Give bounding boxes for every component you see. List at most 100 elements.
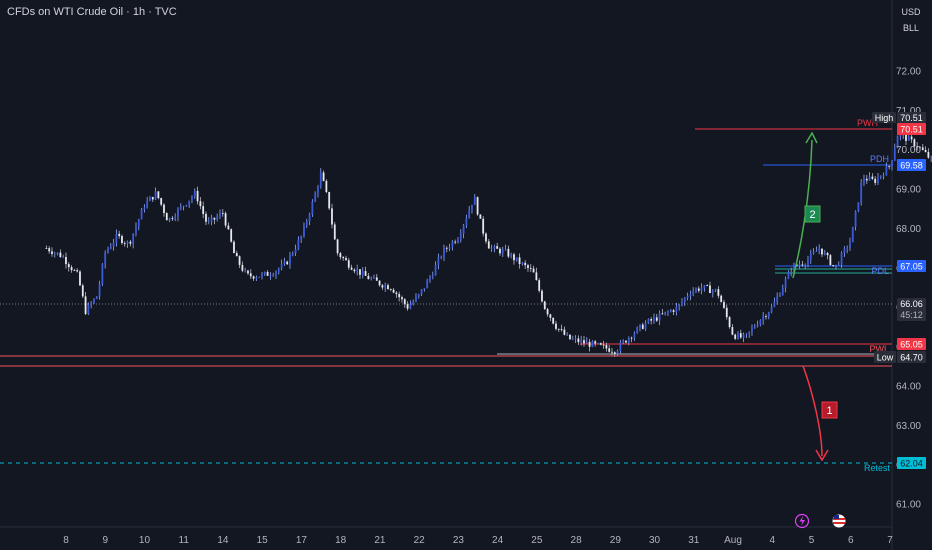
candle-body xyxy=(431,275,434,278)
candle-body xyxy=(608,348,611,352)
candle-body xyxy=(286,261,289,265)
candle-body xyxy=(392,289,395,293)
candle-body xyxy=(524,262,527,266)
dividends-event-icon[interactable] xyxy=(794,513,810,529)
time-tick-label: 31 xyxy=(688,535,700,546)
candle-body xyxy=(473,197,476,205)
candle-body xyxy=(269,275,272,277)
candle-body xyxy=(580,340,583,343)
candle-body xyxy=(490,248,493,249)
candle-body xyxy=(683,297,686,302)
flag-canton-icon xyxy=(834,515,839,519)
candle-body xyxy=(907,136,910,141)
candle-body xyxy=(709,285,711,294)
candle-body xyxy=(731,327,734,335)
candle-body xyxy=(829,255,832,265)
candle-body xyxy=(874,178,877,183)
candle-body xyxy=(689,294,692,296)
candle-body xyxy=(389,289,392,290)
candle-body xyxy=(916,146,919,148)
time-tick-label: Aug xyxy=(724,535,742,546)
candle-body xyxy=(706,285,709,286)
candle-body xyxy=(739,333,742,338)
time-tick-label: 5 xyxy=(809,535,815,546)
candle-body xyxy=(356,269,359,272)
candle-body xyxy=(543,301,546,310)
candle-body xyxy=(62,256,65,258)
candle-body xyxy=(518,257,521,265)
currency-button[interactable]: USD xyxy=(901,7,921,17)
candle-body xyxy=(213,217,216,220)
candle-body xyxy=(378,280,381,286)
candle-body xyxy=(193,190,196,197)
time-tick-label: 9 xyxy=(102,535,108,546)
candle-body xyxy=(412,301,415,305)
unit-button[interactable]: BLL xyxy=(902,23,919,33)
candle-body xyxy=(67,264,70,268)
time-tick-label: 18 xyxy=(335,535,347,546)
candle-body xyxy=(851,226,854,243)
time-tick-label: 30 xyxy=(649,535,661,546)
candle-body xyxy=(417,294,420,297)
candle-body xyxy=(513,254,515,261)
chart-title: CFDs on WTI Crude Oil · 1h · TVC xyxy=(7,6,177,18)
candle-body xyxy=(87,304,90,314)
candle-body xyxy=(93,298,95,303)
candle-body xyxy=(905,134,907,141)
candle-body xyxy=(613,352,616,354)
time-tick-label: 10 xyxy=(139,535,151,546)
candle-body xyxy=(622,340,625,343)
candle-body xyxy=(429,277,431,281)
candle-body xyxy=(555,323,557,329)
candle-body xyxy=(339,253,342,258)
scenario-2-arrowhead xyxy=(805,131,818,144)
pdh-price-tag xyxy=(897,159,926,171)
time-axis[interactable]: 8 9 10 11 14 15 17 18 21 22 23 24 25 28 29 30 31 Aug 4 5 6 7 xyxy=(63,535,893,546)
candle-body xyxy=(297,239,300,250)
candle-body xyxy=(667,311,669,313)
candle-body xyxy=(182,205,185,207)
price-tick-label: 69.00 xyxy=(896,185,921,196)
candle-body xyxy=(879,175,882,178)
time-tick-label: 6 xyxy=(848,535,854,546)
candle-body xyxy=(784,278,787,288)
pwl-price-tag xyxy=(897,338,926,350)
candle-body xyxy=(345,258,347,261)
candle-body xyxy=(387,285,389,290)
candle-body xyxy=(165,213,168,221)
time-tick-label: 4 xyxy=(770,535,776,546)
time-tick-label: 24 xyxy=(492,535,504,546)
scenario-1-badge xyxy=(821,401,838,419)
candle-body xyxy=(294,249,297,254)
candle-body xyxy=(336,239,339,254)
candle-body xyxy=(849,242,851,249)
candle-body xyxy=(434,264,437,276)
flag-stripe-icon-2 xyxy=(833,522,845,524)
high-price-tag xyxy=(897,112,926,123)
candle-body xyxy=(325,180,328,192)
candle-body xyxy=(787,272,790,279)
candle-body xyxy=(552,317,555,324)
candle-body xyxy=(179,206,182,209)
candle-body xyxy=(899,133,902,137)
candle-body xyxy=(367,275,370,280)
candle-body xyxy=(123,243,126,244)
candle-body xyxy=(401,297,403,300)
candle-body xyxy=(255,277,258,279)
candle-body xyxy=(804,264,807,266)
candle-body xyxy=(569,334,571,340)
candle-body xyxy=(695,288,697,292)
candle-body xyxy=(546,309,549,315)
candle-body xyxy=(221,213,224,214)
candle-body xyxy=(381,285,384,288)
candle-body xyxy=(98,283,101,297)
candle-body xyxy=(426,280,429,289)
candle-body xyxy=(672,310,675,313)
time-tick-label: 21 xyxy=(374,535,386,546)
pwh-price-tag xyxy=(897,123,926,135)
candle-body xyxy=(538,280,541,291)
candle-body xyxy=(118,233,121,237)
candle-body xyxy=(770,306,773,313)
candle-body xyxy=(451,241,454,248)
